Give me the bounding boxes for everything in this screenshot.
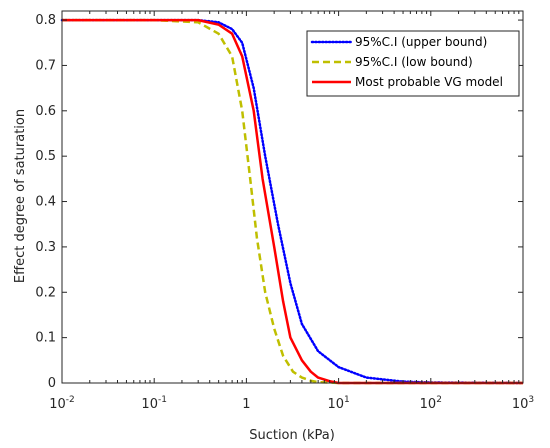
- x-tick-label: 103: [512, 395, 534, 412]
- y-tick-label: 0: [48, 376, 56, 391]
- axes-layer: 10-2 10-1 1 101 102 10300.10.20.30.40.50.60.7…: [35, 10, 534, 412]
- series-line-2: [62, 18, 523, 385]
- x-axis-title: Suction (kPa): [249, 428, 335, 443]
- y-tick-label: 0.8: [35, 13, 56, 28]
- x-tick-label-base: 10: [327, 397, 344, 412]
- x-tick-label: 1: [242, 397, 250, 412]
- x-tick-label-base: 10: [420, 397, 437, 412]
- x-tick-label-exponent: 3: [528, 395, 534, 405]
- series-line-0: [60, 18, 525, 385]
- x-tick-label: 102: [420, 395, 442, 412]
- x-tick-label-exponent: -2: [66, 395, 75, 405]
- x-tick-label-base: 10: [141, 397, 158, 412]
- x-tick-label-base: 10: [512, 397, 529, 412]
- x-tick-label-exponent: 1: [344, 395, 350, 405]
- y-tick-label: 0.7: [35, 58, 56, 73]
- y-tick-label: 0.6: [35, 104, 56, 119]
- y-tick-label: 0.3: [35, 240, 56, 255]
- y-tick-label: 0.4: [35, 195, 56, 210]
- x-tick-label-base: 1: [242, 397, 250, 412]
- legend-label: Most probable VG model: [355, 75, 503, 89]
- series-line-1: [62, 18, 523, 385]
- y-tick-label: 0.1: [35, 331, 56, 346]
- x-tick-label-exponent: 2: [436, 395, 442, 405]
- y-axis-title: Effect degree of saturation: [13, 109, 28, 283]
- x-tick-label: 101: [327, 395, 349, 412]
- axes-box: [61, 10, 524, 384]
- y-tick-label: 0.5: [35, 149, 56, 164]
- legend-label: 95%C.I (low bound): [355, 55, 473, 69]
- x-tick-label: 10-2: [49, 395, 75, 412]
- legend: 95%C.I (upper bound) 95%C.I (low bound) Mo…: [306, 30, 520, 97]
- x-tick-label-exponent: -1: [158, 395, 167, 405]
- series-layer: [60, 18, 525, 385]
- x-tick-label-base: 10: [49, 397, 66, 412]
- legend-label: 95%C.I (upper bound): [355, 35, 487, 49]
- x-tick-label: 10-1: [141, 395, 167, 412]
- y-tick-label: 0.2: [35, 285, 56, 300]
